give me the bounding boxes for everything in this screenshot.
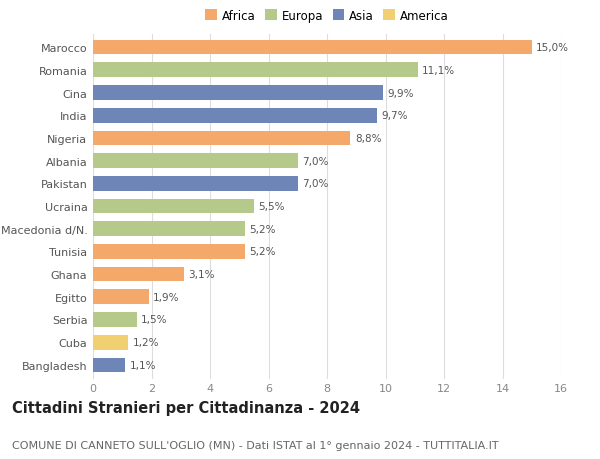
Text: 9,7%: 9,7% [381,111,407,121]
Text: 7,0%: 7,0% [302,179,329,189]
Text: 9,9%: 9,9% [387,88,413,98]
Text: 1,2%: 1,2% [133,337,159,347]
Text: 5,5%: 5,5% [258,202,285,212]
Bar [93,222,245,236]
Bar [93,199,254,214]
Bar [93,177,298,191]
Text: 5,2%: 5,2% [250,224,276,234]
Text: 5,2%: 5,2% [250,247,276,257]
Bar [93,335,128,350]
Bar [93,267,184,282]
Bar [93,245,245,259]
Legend: Africa, Europa, Asia, America: Africa, Europa, Asia, America [203,7,451,25]
Bar [93,86,383,101]
Bar [93,358,125,372]
Text: 1,9%: 1,9% [153,292,179,302]
Bar [93,131,350,146]
Bar [93,63,418,78]
Text: COMUNE DI CANNETO SULL'OGLIO (MN) - Dati ISTAT al 1° gennaio 2024 - TUTTITALIA.I: COMUNE DI CANNETO SULL'OGLIO (MN) - Dati… [12,440,499,450]
Bar [93,154,298,168]
Text: 1,5%: 1,5% [141,315,168,325]
Text: 11,1%: 11,1% [422,66,455,76]
Text: 7,0%: 7,0% [302,156,329,166]
Bar [93,109,377,123]
Text: 8,8%: 8,8% [355,134,381,144]
Text: 1,1%: 1,1% [130,360,156,370]
Text: Cittadini Stranieri per Cittadinanza - 2024: Cittadini Stranieri per Cittadinanza - 2… [12,400,360,415]
Bar [93,41,532,56]
Text: 3,1%: 3,1% [188,269,215,280]
Bar [93,313,137,327]
Text: 15,0%: 15,0% [536,43,569,53]
Bar [93,290,149,304]
